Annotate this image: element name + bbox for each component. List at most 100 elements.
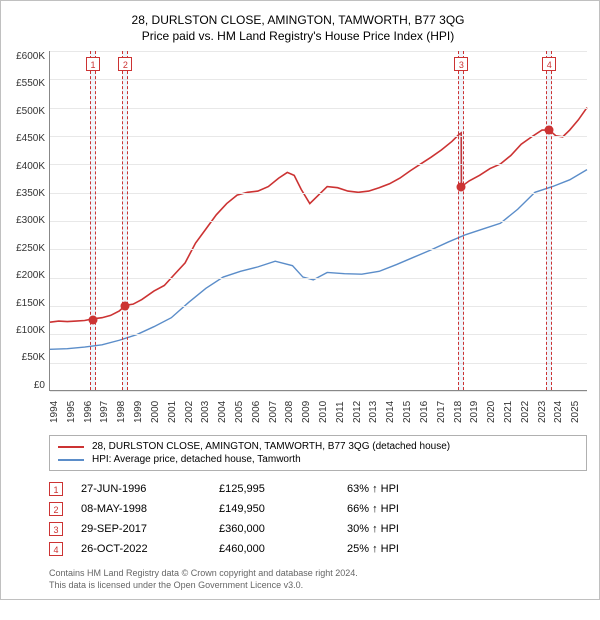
x-tick-label: 1998 (116, 391, 133, 425)
y-tick-label: £200K (16, 270, 45, 281)
x-tick-label: 2024 (553, 391, 570, 425)
sale-date: 27-JUN-1996 (81, 483, 201, 495)
y-tick-label: £300K (16, 215, 45, 226)
gridline (50, 278, 587, 279)
x-tick-label: 2022 (520, 391, 537, 425)
chart-area: £600K£550K£500K£450K£400K£350K£300K£250K… (9, 51, 587, 391)
sale-marker-dot (545, 126, 554, 135)
gridline (50, 108, 587, 109)
sale-marker-band (90, 51, 96, 390)
y-tick-label: £500K (16, 106, 45, 117)
y-tick-label: £450K (16, 133, 45, 144)
sale-marker-number: 2 (118, 57, 132, 71)
x-tick-label: 2003 (200, 391, 217, 425)
x-tick-label: 2023 (537, 391, 554, 425)
sale-marker-number: 3 (454, 57, 468, 71)
gridline (50, 249, 587, 250)
gridline (50, 136, 587, 137)
y-tick-label: £100K (16, 325, 45, 336)
chart-title-address: 28, DURLSTON CLOSE, AMINGTON, TAMWORTH, … (9, 13, 587, 27)
x-tick-label: 2020 (486, 391, 503, 425)
sale-pct-vs-hpi: 30% ↑ HPI (347, 523, 447, 535)
sale-marker-number: 1 (86, 57, 100, 71)
x-tick-label: 1995 (66, 391, 83, 425)
sale-index-box: 1 (49, 482, 63, 496)
y-tick-label: £600K (16, 51, 45, 62)
chart-subtitle: Price paid vs. HM Land Registry's House … (9, 29, 587, 43)
y-tick-label: £550K (16, 78, 45, 89)
legend-label: HPI: Average price, detached house, Tamw… (92, 454, 301, 465)
gridline (50, 221, 587, 222)
sales-table: 127-JUN-1996£125,99563% ↑ HPI208-MAY-199… (49, 479, 587, 559)
x-tick-label: 2000 (150, 391, 167, 425)
sale-date: 26-OCT-2022 (81, 543, 201, 555)
x-tick-label: 2009 (301, 391, 318, 425)
x-tick-label: 2018 (453, 391, 470, 425)
x-tick-label: 2017 (436, 391, 453, 425)
sale-date: 08-MAY-1998 (81, 503, 201, 515)
x-tick-label: 2005 (234, 391, 251, 425)
x-tick-label: 2007 (268, 391, 285, 425)
y-tick-label: £0 (34, 380, 45, 391)
x-tick-label: 2004 (217, 391, 234, 425)
x-tick-label: 2011 (335, 391, 352, 425)
chart-container: 28, DURLSTON CLOSE, AMINGTON, TAMWORTH, … (0, 0, 600, 600)
sale-row: 4 26-OCT-2022 £460,000 25% ↑ HPI (49, 539, 587, 559)
x-tick-label: 2002 (184, 391, 201, 425)
y-tick-label: £400K (16, 161, 45, 172)
gridline (50, 193, 587, 194)
legend-swatch (58, 459, 84, 461)
series-line-price_paid (50, 108, 587, 323)
sale-price: £125,995 (219, 483, 329, 495)
x-tick-label: 2025 (570, 391, 587, 425)
x-tick-label: 2012 (352, 391, 369, 425)
x-tick-label: 2019 (469, 391, 486, 425)
title-block: 28, DURLSTON CLOSE, AMINGTON, TAMWORTH, … (9, 13, 587, 43)
sale-index-box: 4 (49, 542, 63, 556)
footnote: Contains HM Land Registry data © Crown c… (49, 567, 587, 591)
x-tick-label: 2014 (385, 391, 402, 425)
legend: 28, DURLSTON CLOSE, AMINGTON, TAMWORTH, … (49, 435, 587, 471)
x-axis: 1994199519961997199819992000200120022003… (49, 391, 587, 425)
x-tick-label: 1997 (99, 391, 116, 425)
y-tick-label: £250K (16, 243, 45, 254)
x-tick-label: 1999 (133, 391, 150, 425)
sale-pct-vs-hpi: 25% ↑ HPI (347, 543, 447, 555)
x-tick-label: 2015 (402, 391, 419, 425)
gridline (50, 164, 587, 165)
sale-price: £360,000 (219, 523, 329, 535)
footnote-line: This data is licensed under the Open Gov… (49, 579, 587, 591)
x-tick-label: 2021 (503, 391, 520, 425)
x-tick-label: 1994 (49, 391, 66, 425)
sale-price: £460,000 (219, 543, 329, 555)
series-line-hpi (50, 170, 587, 350)
sale-marker-dot (457, 183, 466, 192)
sale-row: 208-MAY-1998£149,95066% ↑ HPI (49, 499, 587, 519)
sale-marker-number: 4 (542, 57, 556, 71)
sale-row: 3 29-SEP-2017 £360,000 30% ↑ HPI (49, 519, 587, 539)
sale-price: £149,950 (219, 503, 329, 515)
sale-marker-band (546, 51, 552, 390)
gridline (50, 51, 587, 52)
x-tick-label: 2013 (368, 391, 385, 425)
gridline (50, 363, 587, 364)
sale-pct-vs-hpi: 63% ↑ HPI (347, 483, 447, 495)
y-axis: £600K£550K£500K£450K£400K£350K£300K£250K… (9, 51, 49, 391)
x-tick-label: 2001 (167, 391, 184, 425)
legend-row: 28, DURLSTON CLOSE, AMINGTON, TAMWORTH, … (58, 440, 578, 453)
sale-marker-band (122, 51, 128, 390)
sale-date: 29-SEP-2017 (81, 523, 201, 535)
x-tick-label: 1996 (83, 391, 100, 425)
plot-area: 1 2 3 4 (49, 51, 587, 391)
x-tick-label: 2008 (284, 391, 301, 425)
sale-index-box: 3 (49, 522, 63, 536)
gridline (50, 306, 587, 307)
sale-marker-dot (88, 315, 97, 324)
x-tick-label: 2006 (251, 391, 268, 425)
legend-label: 28, DURLSTON CLOSE, AMINGTON, TAMWORTH, … (92, 441, 450, 452)
sale-pct-vs-hpi: 66% ↑ HPI (347, 503, 447, 515)
y-tick-label: £150K (16, 298, 45, 309)
gridline (50, 334, 587, 335)
legend-row: HPI: Average price, detached house, Tamw… (58, 453, 578, 466)
x-tick-label: 2010 (318, 391, 335, 425)
